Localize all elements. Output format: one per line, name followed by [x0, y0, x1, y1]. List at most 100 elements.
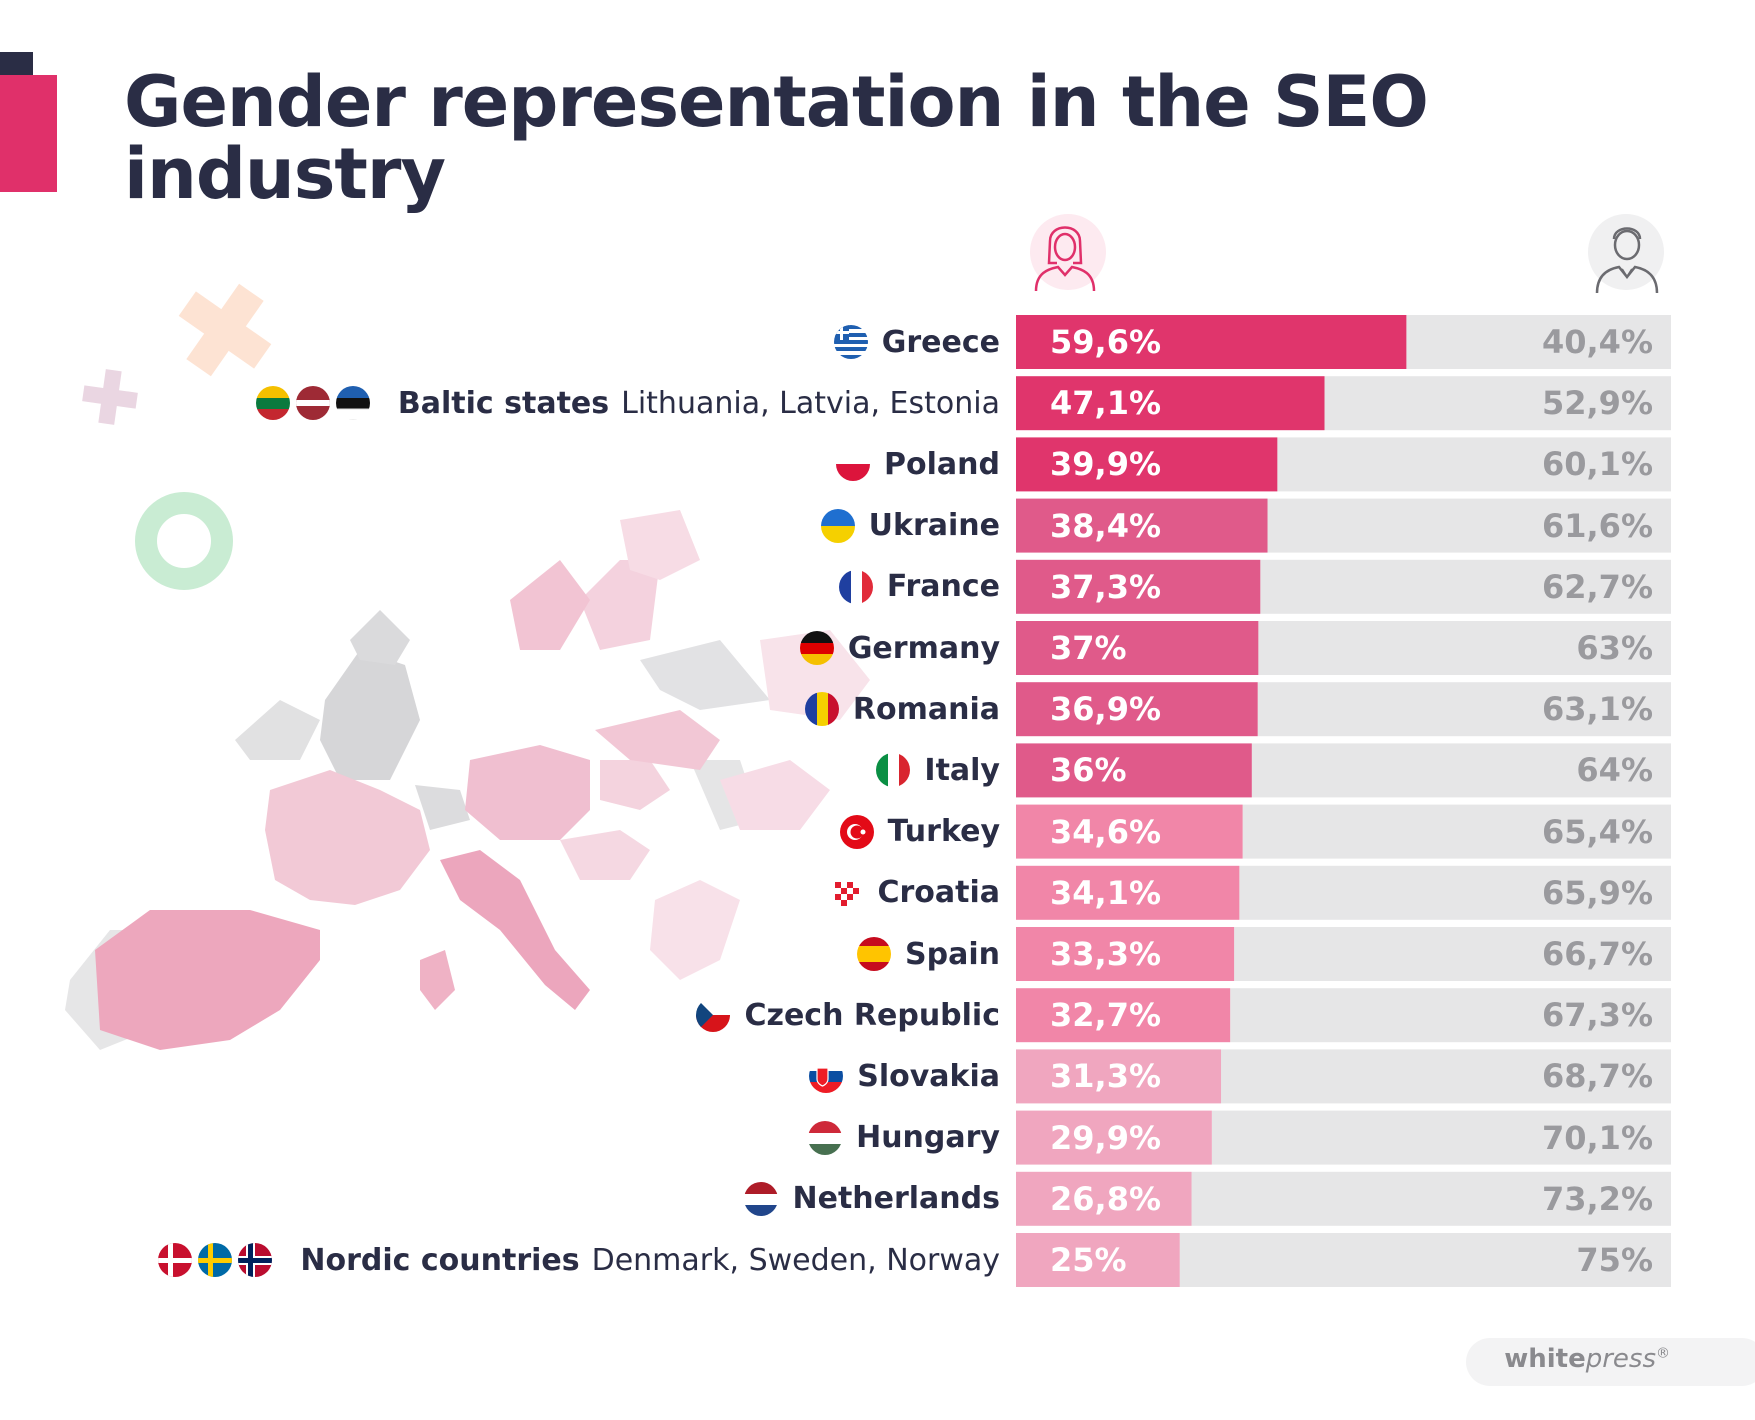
- row-label-greece: Greece: [833, 315, 1000, 369]
- bar-women-slovakia: [1016, 1049, 1222, 1104]
- flag-group: [829, 875, 864, 910]
- country-name: Romania: [852, 691, 1000, 727]
- value-label-men: 65,9%: [1541, 873, 1653, 912]
- country-name: France: [886, 569, 1000, 605]
- value-label-women: 33,3%: [1050, 935, 1162, 973]
- value-label-men: 64%: [1576, 751, 1653, 790]
- bar-men-netherlands: [1191, 1171, 1671, 1226]
- flag-ua-icon: [820, 508, 855, 543]
- country-name: Baltic states: [397, 385, 610, 421]
- flag-hr-icon: [829, 875, 864, 910]
- flag-group: [838, 569, 873, 604]
- value-label-women: 37,3%: [1050, 567, 1162, 606]
- country-name: Netherlands: [792, 1181, 1000, 1217]
- row-label-poland: Poland: [836, 437, 1000, 491]
- bar-women-france: [1016, 559, 1261, 614]
- europe-map: [65, 510, 870, 1050]
- flag-group: [158, 1243, 273, 1277]
- row-label-germany: Germany: [799, 621, 1000, 675]
- value-label-men: 67,3%: [1541, 996, 1653, 1035]
- bar-men-italy: [1251, 743, 1671, 798]
- bar-women-italy: [1016, 743, 1252, 798]
- country-name: Czech Republic: [744, 997, 1000, 1033]
- value-label-women: 36%: [1050, 751, 1127, 790]
- value-label-women: 34,6%: [1050, 812, 1162, 851]
- country-name: Germany: [847, 630, 1000, 666]
- bar-men-spain: [1234, 927, 1671, 981]
- flag-dk-icon: [158, 1243, 193, 1277]
- value-label-men: 70,1%: [1541, 1118, 1653, 1157]
- flag-gr-icon: [833, 325, 868, 359]
- bar-men-slovakia: [1221, 1049, 1671, 1104]
- bar-men-turkey: [1242, 804, 1671, 859]
- value-label-men: 63%: [1576, 629, 1653, 667]
- bar-women-netherlands: [1016, 1171, 1192, 1226]
- bar-women-spain: [1016, 927, 1235, 981]
- country-name: Ukraine: [868, 508, 1000, 544]
- bar-women-czech-republic: [1016, 988, 1231, 1043]
- value-label-women: 34,1%: [1050, 873, 1162, 912]
- bar-women-greece: [1016, 315, 1407, 369]
- country-subtitle: Lithuania, Latvia, Estonia: [621, 385, 1000, 421]
- value-label-women: 39,9%: [1050, 445, 1162, 484]
- value-label-women: 37%: [1050, 629, 1127, 667]
- flag-group: [833, 325, 868, 359]
- flag-tr-icon: [839, 814, 874, 849]
- flag-group: [820, 508, 855, 543]
- value-label-women: 47,1%: [1050, 384, 1162, 423]
- value-label-women: 25%: [1050, 1241, 1127, 1279]
- country-name: Hungary: [856, 1120, 1000, 1156]
- bar-men-greece: [1406, 315, 1671, 369]
- value-label-men: 68,7%: [1541, 1057, 1653, 1096]
- title-accent-pink: [0, 75, 57, 192]
- flag-group: [857, 937, 892, 971]
- flag-sk-icon: [809, 1059, 844, 1094]
- bar-men-poland: [1277, 437, 1671, 492]
- bar-men-hungary: [1211, 1110, 1671, 1165]
- flag-group: [809, 1059, 844, 1094]
- value-label-men: 52,9%: [1541, 384, 1653, 423]
- row-label-baltic-states: Baltic states Lithuania, Latvia, Estonia: [255, 376, 1000, 430]
- flag-group: [804, 692, 839, 727]
- bar-men-ukraine: [1267, 498, 1671, 553]
- whitepress-logo: whitepress®: [1504, 1344, 1670, 1374]
- bar-women-ukraine: [1016, 498, 1268, 553]
- flag-hu-icon: [808, 1120, 843, 1155]
- flag-group: [836, 447, 871, 482]
- country-subtitle: Denmark, Sweden, Norway: [591, 1242, 1000, 1278]
- value-label-women: 26,8%: [1050, 1179, 1162, 1218]
- value-label-men: 60,1%: [1541, 445, 1653, 484]
- value-label-men: 66,7%: [1541, 935, 1653, 973]
- flag-group: [696, 998, 731, 1033]
- flag-lt-icon: [255, 386, 290, 421]
- row-label-france: France: [838, 560, 1000, 614]
- page-title: Gender representation in the SEO industr…: [124, 61, 1429, 215]
- bar-women-romania: [1016, 682, 1258, 737]
- green-ring-icon: [135, 492, 233, 590]
- country-name: Croatia: [877, 875, 1000, 911]
- value-label-women: 38,4%: [1050, 506, 1162, 545]
- row-label-ukraine: Ukraine: [820, 499, 1000, 553]
- value-label-men: 62,7%: [1541, 567, 1653, 606]
- bar-women-poland: [1016, 437, 1278, 492]
- value-label-men: 61,6%: [1541, 506, 1653, 545]
- flag-lv-icon: [295, 386, 330, 421]
- bar-women-turkey: [1016, 804, 1243, 859]
- flag-se-icon: [198, 1243, 233, 1277]
- flag-nl-icon: [744, 1181, 779, 1216]
- country-name: Slovakia: [857, 1058, 1000, 1094]
- flag-group: [876, 753, 911, 788]
- value-label-women: 29,9%: [1050, 1118, 1162, 1157]
- bar-men-france: [1260, 559, 1671, 614]
- value-label-women: 31,3%: [1050, 1057, 1162, 1096]
- bar-women-baltic-states: [1016, 376, 1325, 431]
- bar-men-germany: [1258, 621, 1671, 675]
- flag-ee-icon: [335, 386, 370, 421]
- bar-men-baltic-states: [1324, 376, 1671, 431]
- row-label-turkey: Turkey: [839, 805, 1000, 859]
- flag-group: [808, 1120, 843, 1155]
- country-name: Turkey: [887, 814, 1000, 850]
- flag-de-icon: [799, 631, 834, 665]
- value-label-women: 36,9%: [1050, 690, 1162, 729]
